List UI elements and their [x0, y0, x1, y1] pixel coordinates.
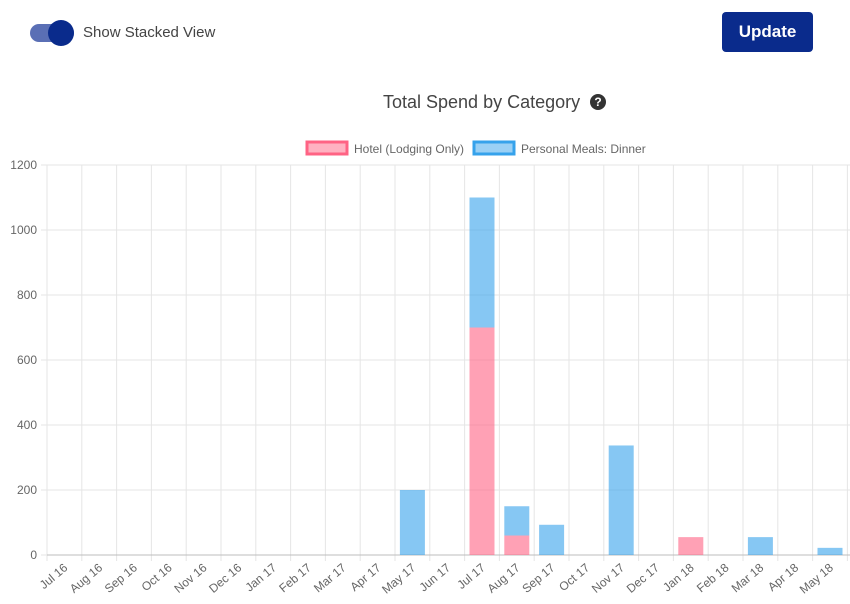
x-tick-label: May 18	[797, 560, 836, 596]
x-tick-label: Jan 17	[243, 560, 280, 594]
legend-swatch	[305, 140, 349, 156]
x-tick-label: Oct 16	[139, 560, 175, 594]
x-tick-label: Feb 18	[694, 560, 732, 595]
bar-dinner	[817, 547, 843, 555]
x-tick-label: Feb 17	[276, 560, 314, 595]
x-tick-label: Nov 17	[589, 560, 627, 595]
x-tick-label: Jun	[847, 561, 850, 584]
x-tick-label: Aug 17	[485, 560, 523, 595]
stacked-view-toggle[interactable]	[28, 20, 76, 46]
y-tick-label: 800	[17, 288, 37, 302]
y-tick-label: 200	[17, 483, 37, 497]
legend-label: Hotel (Lodging Only)	[354, 142, 464, 156]
x-tick-label: Dec 17	[624, 560, 662, 595]
x-tick-label: Dec 16	[206, 560, 244, 595]
bar-hotel	[504, 535, 530, 555]
bar-dinner	[469, 197, 495, 328]
x-tick-label: Apr 18	[765, 560, 801, 594]
x-tick-label: Aug 16	[67, 560, 105, 595]
x-tick-label: Jul 16	[37, 560, 71, 592]
x-tick-label: Mar 17	[311, 560, 349, 595]
y-tick-label: 400	[17, 418, 37, 432]
x-tick-label: Nov 16	[171, 560, 209, 595]
toggle-knob	[48, 20, 74, 46]
update-button[interactable]: Update	[722, 12, 813, 52]
y-tick-label: 600	[17, 353, 37, 367]
y-tick-label: 1200	[10, 158, 37, 172]
stacked-view-label: Show Stacked View	[83, 24, 216, 41]
legend-label: Personal Meals: Dinner	[521, 142, 646, 156]
x-tick-label: Jan 18	[660, 560, 697, 594]
legend-swatch	[472, 140, 516, 156]
chart-title: Total Spend by Category	[383, 92, 581, 112]
top-controls: Show Stacked View Update	[0, 0, 850, 70]
y-tick-label: 1000	[10, 223, 37, 237]
x-tick-label: Oct 17	[556, 560, 592, 594]
x-tick-label: Sep 16	[102, 560, 140, 595]
x-tick-label: Jun 17	[417, 560, 454, 594]
x-tick-label: Sep 17	[519, 560, 557, 595]
bar-dinner	[747, 537, 773, 555]
x-tick-label: May 17	[379, 560, 418, 596]
question-circle-icon[interactable]: ?	[590, 94, 606, 110]
bar-dinner	[539, 524, 565, 555]
x-tick-label: Apr 17	[347, 560, 383, 594]
y-tick-label: 0	[30, 548, 37, 562]
x-tick-label: Mar 18	[729, 560, 767, 595]
chart-header: Total Spend by Category ?	[0, 92, 850, 116]
x-tick-label: Jul 17	[454, 560, 488, 592]
bar-dinner	[399, 490, 425, 555]
bar-dinner	[608, 445, 634, 555]
bar-hotel	[469, 327, 495, 555]
bar-hotel	[678, 537, 704, 555]
bar-dinner	[504, 506, 530, 536]
